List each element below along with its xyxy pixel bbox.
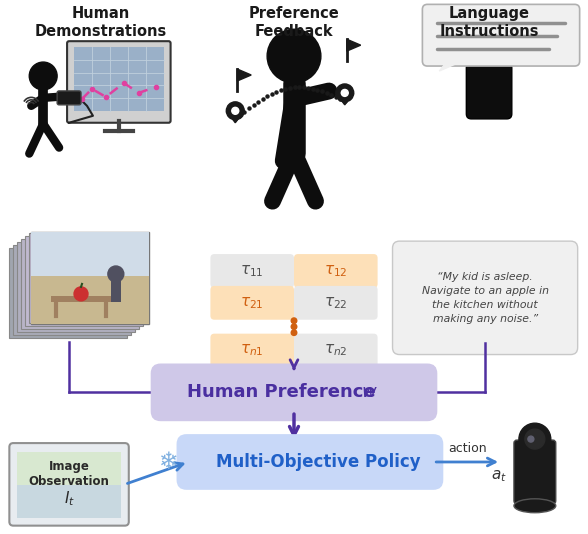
FancyBboxPatch shape xyxy=(294,334,377,367)
Text: Preference
Feedback: Preference Feedback xyxy=(249,6,339,39)
Text: Human Preference: Human Preference xyxy=(188,383,389,402)
Circle shape xyxy=(232,107,239,114)
Circle shape xyxy=(108,266,124,282)
Polygon shape xyxy=(347,39,360,51)
Bar xyxy=(14,245,131,335)
FancyBboxPatch shape xyxy=(9,443,129,525)
Circle shape xyxy=(74,287,88,301)
FancyBboxPatch shape xyxy=(466,63,512,119)
Polygon shape xyxy=(439,61,462,71)
Bar xyxy=(17,485,121,517)
Circle shape xyxy=(29,62,57,90)
Bar xyxy=(17,242,135,332)
Bar xyxy=(111,274,121,302)
Circle shape xyxy=(519,423,551,455)
Bar xyxy=(9,248,127,337)
Circle shape xyxy=(336,84,354,102)
Polygon shape xyxy=(238,69,251,81)
Circle shape xyxy=(291,324,297,329)
FancyBboxPatch shape xyxy=(151,364,437,421)
Text: $\tau_{21}$: $\tau_{21}$ xyxy=(240,295,264,311)
Text: ❄: ❄ xyxy=(159,450,179,474)
Bar xyxy=(51,296,111,302)
FancyBboxPatch shape xyxy=(211,286,294,320)
FancyBboxPatch shape xyxy=(422,4,580,66)
Bar xyxy=(21,239,139,329)
Text: $\tau_{11}$: $\tau_{11}$ xyxy=(240,263,264,279)
Bar xyxy=(17,452,121,485)
Bar xyxy=(31,232,149,324)
Circle shape xyxy=(341,89,348,97)
FancyBboxPatch shape xyxy=(514,440,556,504)
FancyBboxPatch shape xyxy=(393,241,577,355)
Text: “My kid is asleep.
Navigate to an apple in
the kitchen without
making any noise.: “My kid is asleep. Navigate to an apple … xyxy=(422,272,549,324)
Circle shape xyxy=(470,30,508,68)
Text: $\tau_{n2}$: $\tau_{n2}$ xyxy=(324,343,348,358)
Text: $I_t$: $I_t$ xyxy=(64,489,75,508)
Text: Image
Observation: Image Observation xyxy=(29,460,109,489)
Circle shape xyxy=(291,330,297,335)
Ellipse shape xyxy=(514,499,556,513)
Text: Human
Demonstrations: Human Demonstrations xyxy=(35,6,167,39)
Text: $\tau_{22}$: $\tau_{22}$ xyxy=(324,295,348,311)
Text: Multi-Objective Policy: Multi-Objective Policy xyxy=(216,453,420,471)
FancyBboxPatch shape xyxy=(67,41,171,123)
Bar xyxy=(31,232,149,276)
Circle shape xyxy=(267,29,321,83)
Bar xyxy=(25,236,143,326)
Polygon shape xyxy=(336,93,354,105)
Circle shape xyxy=(226,102,244,120)
Text: action: action xyxy=(448,442,486,454)
Text: $a_t$: $a_t$ xyxy=(491,468,507,484)
FancyBboxPatch shape xyxy=(176,434,443,490)
FancyBboxPatch shape xyxy=(57,91,81,105)
Circle shape xyxy=(525,429,545,449)
Polygon shape xyxy=(226,111,244,123)
Circle shape xyxy=(291,318,297,324)
FancyBboxPatch shape xyxy=(211,254,294,288)
FancyBboxPatch shape xyxy=(294,254,377,288)
FancyBboxPatch shape xyxy=(294,286,377,320)
Bar xyxy=(74,47,163,111)
FancyBboxPatch shape xyxy=(211,334,294,367)
Text: $\tau_{n1}$: $\tau_{n1}$ xyxy=(240,343,264,358)
Text: $w$: $w$ xyxy=(361,383,378,402)
Circle shape xyxy=(528,436,534,442)
Text: Language
Instructions: Language Instructions xyxy=(439,6,539,39)
Bar xyxy=(29,233,146,323)
Text: $\tau_{12}$: $\tau_{12}$ xyxy=(324,263,348,279)
Bar xyxy=(31,276,149,324)
